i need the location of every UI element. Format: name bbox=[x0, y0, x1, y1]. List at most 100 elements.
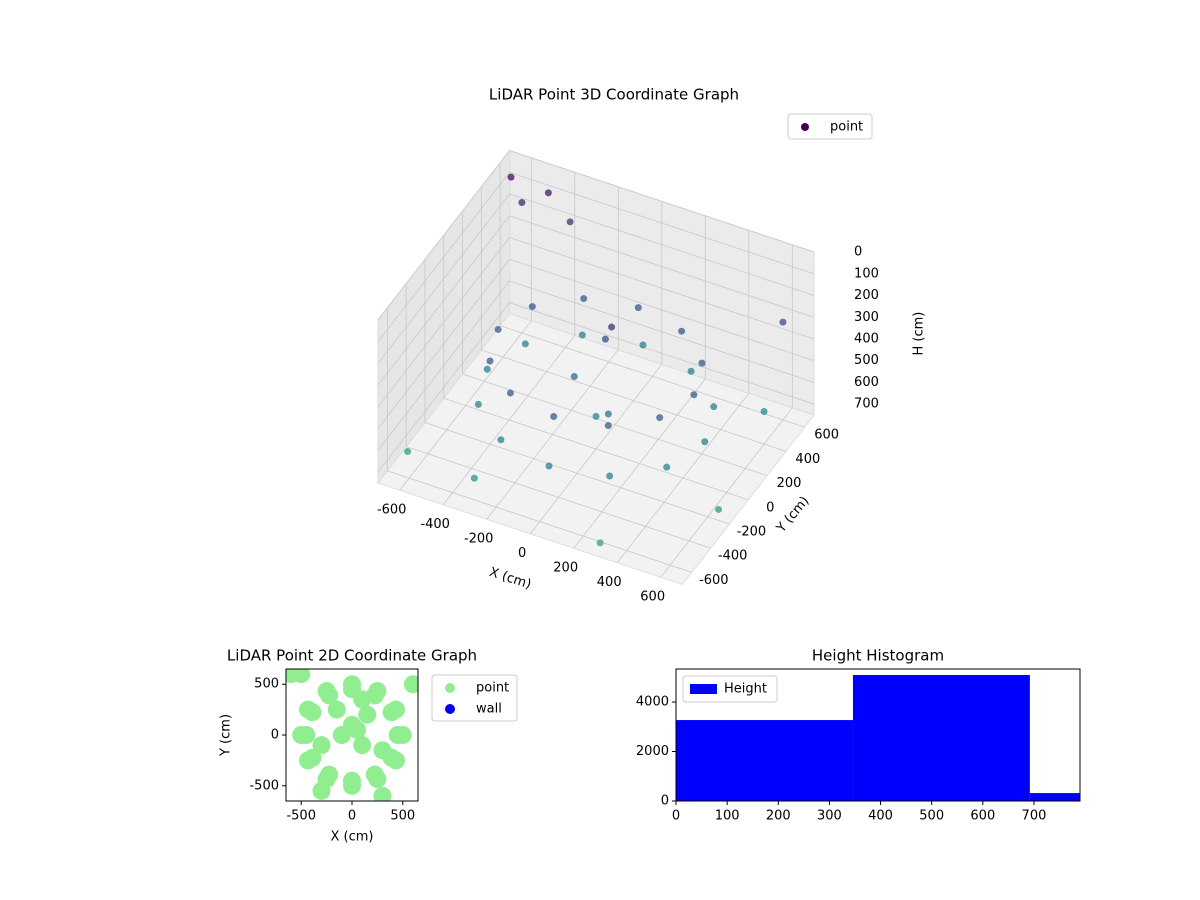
z-tick-label: 400 bbox=[854, 331, 879, 346]
point bbox=[606, 472, 614, 480]
grid-line bbox=[377, 172, 510, 342]
legend-box bbox=[682, 675, 778, 703]
point bbox=[403, 675, 418, 694]
grid-line bbox=[377, 302, 510, 473]
point bbox=[327, 700, 346, 719]
point bbox=[506, 389, 514, 397]
y-tick-label: 0 bbox=[766, 500, 774, 515]
y-tick-label: -200 bbox=[737, 524, 767, 539]
point bbox=[678, 327, 686, 335]
point bbox=[545, 462, 553, 470]
z-tick-label: 700 bbox=[854, 397, 879, 412]
grid-line bbox=[377, 215, 510, 386]
chart-title: LiDAR Point 2D Coordinate Graph bbox=[227, 647, 477, 665]
legend-label: wall bbox=[476, 702, 502, 717]
z-tick-label: 200 bbox=[854, 288, 879, 303]
grid-line bbox=[443, 397, 749, 501]
y-tick-label: 600 bbox=[814, 428, 839, 443]
point bbox=[312, 781, 331, 800]
x-tick-label: 600 bbox=[640, 590, 665, 605]
point bbox=[404, 448, 412, 456]
grid-line bbox=[387, 470, 692, 573]
point bbox=[760, 408, 768, 415]
z-tick-label: 300 bbox=[854, 310, 879, 325]
point bbox=[656, 414, 664, 422]
point bbox=[368, 682, 387, 701]
grid-line bbox=[509, 171, 815, 275]
grid-line bbox=[509, 258, 815, 362]
y-tick-label: 0 bbox=[271, 728, 279, 743]
point bbox=[373, 741, 392, 760]
x-tick-label: -200 bbox=[464, 532, 494, 547]
y-tick-label: 4000 bbox=[636, 694, 669, 709]
point bbox=[639, 341, 647, 349]
x-tick-label: 300 bbox=[817, 809, 842, 824]
point bbox=[348, 720, 367, 739]
grid-line bbox=[377, 280, 510, 451]
point bbox=[386, 700, 405, 719]
plot-frame bbox=[675, 668, 1081, 802]
x-tick-label: -600 bbox=[377, 503, 407, 518]
point bbox=[521, 340, 529, 348]
point bbox=[483, 365, 491, 373]
point bbox=[634, 304, 642, 312]
point bbox=[578, 331, 586, 339]
point bbox=[470, 474, 478, 482]
y-tick-label: 0 bbox=[661, 794, 669, 809]
grid-line bbox=[462, 373, 768, 476]
point bbox=[580, 295, 588, 303]
legend-label: point bbox=[476, 681, 509, 696]
point bbox=[386, 751, 405, 770]
y-tick-label: -500 bbox=[249, 778, 279, 793]
x-tick-label: 200 bbox=[553, 561, 578, 576]
z-tick-label: 500 bbox=[854, 353, 879, 368]
x-tick-label: 400 bbox=[597, 575, 622, 590]
point bbox=[604, 422, 612, 430]
grid-line bbox=[377, 150, 510, 321]
y-tick-label: -400 bbox=[718, 549, 748, 564]
point bbox=[343, 675, 361, 694]
chart-title: LiDAR Point 3D Coordinate Graph bbox=[489, 86, 739, 104]
legend-marker bbox=[690, 684, 717, 694]
point bbox=[544, 189, 552, 197]
x-tick-label: 200 bbox=[766, 809, 791, 824]
legend-marker bbox=[801, 123, 809, 131]
grid-line bbox=[500, 325, 805, 428]
x-axis-label: X (cm) bbox=[487, 565, 533, 593]
point bbox=[604, 410, 612, 418]
y-tick-label: -600 bbox=[699, 573, 729, 588]
legend-label: Height bbox=[724, 682, 767, 697]
grid-line bbox=[509, 193, 815, 296]
point bbox=[592, 412, 600, 420]
y-axis-label: Y (cm) bbox=[219, 714, 234, 757]
point bbox=[292, 726, 311, 744]
x-tick-label: 0 bbox=[348, 809, 356, 824]
point bbox=[507, 173, 515, 181]
point bbox=[566, 218, 574, 226]
x-tick-label: 700 bbox=[1022, 809, 1047, 824]
grid-line bbox=[509, 215, 815, 318]
point bbox=[317, 682, 336, 701]
x-tick-label: 500 bbox=[919, 809, 944, 824]
point bbox=[710, 403, 718, 411]
grid-line bbox=[509, 280, 815, 383]
point bbox=[486, 357, 494, 365]
point bbox=[715, 505, 723, 513]
z-tick-label: 100 bbox=[854, 266, 879, 281]
x-tick-label: 0 bbox=[518, 546, 526, 561]
point bbox=[474, 400, 482, 408]
point bbox=[687, 367, 695, 375]
point bbox=[570, 373, 578, 381]
point bbox=[601, 335, 609, 343]
grid-line bbox=[377, 258, 510, 429]
bar bbox=[676, 720, 853, 801]
grid-line bbox=[406, 446, 711, 549]
x-tick-label: 400 bbox=[868, 809, 893, 824]
z-axis-label: H (cm) bbox=[912, 312, 927, 356]
point bbox=[312, 736, 331, 755]
point bbox=[497, 436, 505, 444]
point bbox=[550, 413, 558, 421]
grid-line bbox=[481, 349, 786, 452]
point bbox=[528, 303, 536, 311]
